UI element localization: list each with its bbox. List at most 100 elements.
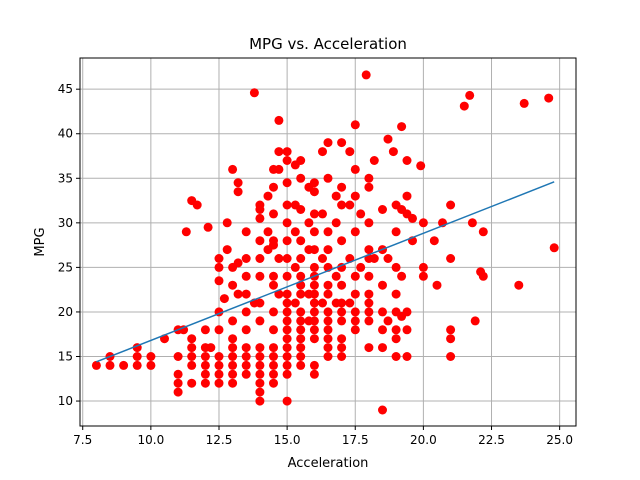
data-point	[446, 334, 456, 344]
data-point	[397, 271, 407, 281]
data-point	[309, 289, 319, 299]
data-point	[282, 307, 292, 317]
data-point	[173, 387, 183, 397]
data-point	[263, 191, 273, 201]
data-point	[219, 294, 229, 304]
data-point	[228, 343, 238, 353]
data-point	[446, 352, 456, 361]
data-point	[337, 236, 347, 246]
data-point	[364, 218, 374, 228]
data-point	[350, 164, 360, 174]
data-point	[364, 307, 374, 317]
data-point	[446, 325, 456, 335]
data-point	[228, 316, 238, 326]
data-point	[323, 325, 333, 335]
data-point	[132, 352, 142, 361]
data-point	[214, 262, 224, 272]
data-point	[309, 187, 319, 197]
data-point	[337, 138, 347, 148]
data-point	[255, 236, 265, 246]
data-point	[378, 205, 387, 214]
data-point	[274, 254, 284, 263]
data-point	[241, 352, 251, 361]
data-point	[391, 227, 401, 237]
data-point	[397, 122, 407, 132]
data-point	[282, 218, 292, 228]
data-point	[214, 360, 224, 370]
data-point	[269, 360, 278, 370]
data-point	[309, 298, 319, 308]
data-point	[519, 98, 529, 108]
data-point	[309, 227, 319, 237]
data-point	[318, 254, 327, 263]
data-point	[296, 343, 306, 353]
y-tick-label: 30	[58, 216, 73, 230]
y-tick-label: 25	[58, 260, 73, 274]
data-point	[203, 222, 213, 232]
data-point	[91, 360, 101, 370]
data-point	[402, 307, 412, 317]
data-point	[192, 200, 202, 210]
data-point	[269, 325, 278, 335]
data-point	[331, 191, 341, 201]
data-point	[296, 360, 306, 370]
data-point	[337, 200, 347, 210]
data-point	[228, 280, 238, 290]
data-point	[241, 271, 251, 281]
data-point	[402, 325, 412, 335]
data-point	[282, 236, 292, 246]
data-point	[241, 227, 251, 237]
data-point	[383, 134, 393, 144]
data-point	[214, 325, 224, 335]
data-point	[214, 254, 224, 263]
data-point	[323, 138, 333, 148]
x-axis-label: Acceleration	[288, 456, 369, 471]
data-point	[391, 262, 401, 272]
data-point	[173, 378, 183, 388]
data-point	[364, 298, 374, 308]
data-point	[350, 120, 360, 130]
data-point	[146, 352, 156, 361]
data-point	[465, 90, 475, 100]
data-point	[214, 378, 224, 388]
y-tick-label: 20	[58, 305, 73, 319]
data-point	[228, 164, 238, 174]
data-point	[309, 280, 319, 290]
data-point	[282, 369, 292, 379]
data-point	[282, 156, 292, 165]
data-point	[255, 352, 265, 361]
data-point	[214, 352, 224, 361]
data-point	[255, 387, 265, 397]
data-point	[378, 307, 387, 317]
x-axis-ticks: 7.5 10.0 12.5 15.0 17.5 20.0 22.5 25.0	[73, 426, 573, 447]
data-point	[263, 227, 273, 237]
data-point	[478, 271, 488, 281]
data-point	[282, 316, 292, 326]
data-point	[418, 262, 428, 272]
data-point	[350, 316, 360, 326]
data-point	[241, 307, 251, 317]
data-point	[364, 245, 374, 255]
data-point	[296, 307, 306, 317]
data-point	[378, 405, 387, 415]
data-point	[282, 200, 292, 210]
data-point	[269, 343, 278, 353]
data-point	[429, 236, 439, 246]
data-point	[290, 262, 300, 272]
data-point	[228, 334, 238, 344]
data-point	[255, 298, 265, 308]
data-point	[418, 218, 428, 228]
data-point	[323, 245, 333, 255]
data-point	[105, 360, 115, 370]
data-point	[337, 298, 347, 308]
data-point	[282, 352, 292, 361]
data-point	[296, 271, 306, 281]
data-point	[402, 156, 412, 165]
data-point	[350, 307, 360, 317]
data-point	[323, 227, 333, 237]
data-point	[470, 316, 480, 326]
data-point	[323, 173, 333, 183]
data-point	[350, 227, 360, 237]
data-point	[391, 352, 401, 361]
